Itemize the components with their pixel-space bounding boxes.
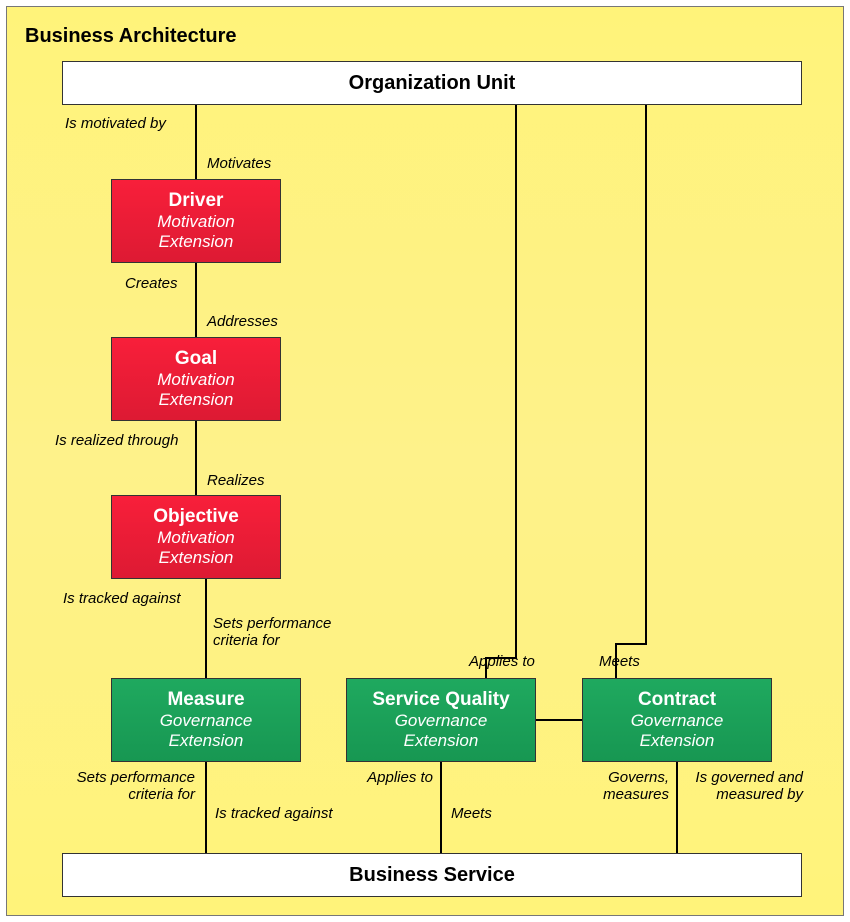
edge-line xyxy=(676,762,678,853)
edge-label: Meets xyxy=(451,805,492,822)
node-label: Goal xyxy=(175,348,217,370)
edge-label: Meets xyxy=(599,653,640,670)
node-label: Organization Unit xyxy=(349,72,516,95)
edge-label: Is realized through xyxy=(55,432,178,449)
node-label: Service Quality xyxy=(372,689,509,711)
node-subtitle: MotivationExtension xyxy=(157,370,234,410)
edge-line xyxy=(205,762,207,853)
node-objective: ObjectiveMotivationExtension xyxy=(111,495,281,579)
edge-label: Addresses xyxy=(207,313,278,330)
edge-label: Sets performancecriteria for xyxy=(213,615,331,649)
node-goal: GoalMotivationExtension xyxy=(111,337,281,421)
diagram-frame: { "diagram": { "type": "flowchart", "bac… xyxy=(6,6,844,916)
node-driver: DriverMotivationExtension xyxy=(111,179,281,263)
node-org-unit: Organization Unit xyxy=(62,61,802,105)
edge-line xyxy=(195,263,197,337)
node-label: Objective xyxy=(153,506,239,528)
edge-label: Is motivated by xyxy=(65,115,166,132)
edge-label: Is tracked against xyxy=(63,590,181,607)
node-subtitle: GovernanceExtension xyxy=(631,711,724,751)
edge-label: Realizes xyxy=(207,472,265,489)
edge-line xyxy=(195,105,197,179)
edge-label: Applies to xyxy=(361,769,433,786)
node-measure: MeasureGovernanceExtension xyxy=(111,678,301,762)
edge-line xyxy=(205,579,207,678)
edge-label: Is governed andmeasured by xyxy=(687,769,803,803)
edge-line xyxy=(440,762,442,853)
edge-label: Applies to xyxy=(469,653,535,670)
node-label: Measure xyxy=(167,689,244,711)
edge-line xyxy=(515,105,517,659)
node-business-service: Business Service xyxy=(62,853,802,897)
node-subtitle: GovernanceExtension xyxy=(395,711,488,751)
edge-line xyxy=(536,719,582,721)
edge-line xyxy=(195,421,197,495)
edge-label: Creates xyxy=(125,275,178,292)
node-label: Business Service xyxy=(349,864,515,887)
edge-label: Sets performancecriteria for xyxy=(55,769,195,803)
node-label: Contract xyxy=(638,689,716,711)
node-subtitle: GovernanceExtension xyxy=(160,711,253,751)
node-subtitle: MotivationExtension xyxy=(157,212,234,252)
node-label: Driver xyxy=(169,190,224,212)
canvas: { "diagram": { "type": "flowchart", "bac… xyxy=(0,0,850,922)
edge-label: Is tracked against xyxy=(215,805,333,822)
edge-line xyxy=(615,643,647,645)
diagram-title: Business Architecture xyxy=(25,25,237,48)
node-contract: ContractGovernanceExtension xyxy=(582,678,772,762)
node-subtitle: MotivationExtension xyxy=(157,528,234,568)
edge-line xyxy=(645,105,647,645)
node-service-quality: Service QualityGovernanceExtension xyxy=(346,678,536,762)
edge-label: Motivates xyxy=(207,155,271,172)
edge-label: Governs,measures xyxy=(595,769,669,803)
